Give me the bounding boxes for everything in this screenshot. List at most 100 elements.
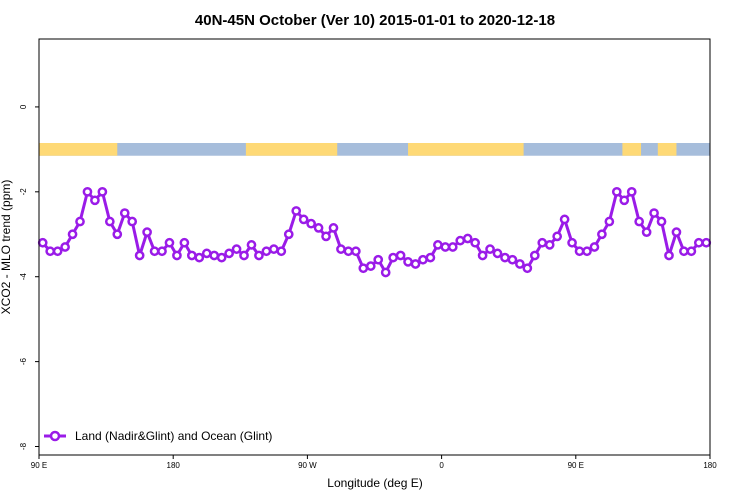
legend-marker-swatch xyxy=(49,430,61,442)
data-point xyxy=(67,229,78,240)
x-axis: 90 E 180 90 W 0 90 E 180 xyxy=(31,455,717,470)
data-point xyxy=(90,195,100,206)
legend: Land (Nadir&Glint) and Ocean (Glint) xyxy=(44,429,272,443)
data-point xyxy=(589,242,600,252)
plot-frame xyxy=(38,38,711,456)
data-point xyxy=(649,208,659,218)
data-point xyxy=(104,216,115,227)
data-point xyxy=(440,242,451,252)
data-point xyxy=(686,246,697,257)
data-point xyxy=(582,246,592,257)
y-axis-label: XCO2 - MLO trend (ppm) xyxy=(0,180,13,315)
data-point xyxy=(60,242,70,252)
data-point xyxy=(492,248,503,259)
data-point xyxy=(142,227,152,237)
data-point xyxy=(522,263,533,274)
data-point xyxy=(611,186,622,197)
data-point xyxy=(201,248,212,259)
data-point xyxy=(507,254,518,265)
data-point xyxy=(112,229,123,240)
data-point xyxy=(552,231,563,242)
data-point xyxy=(433,240,443,250)
data-point xyxy=(358,263,369,274)
data-point xyxy=(447,242,458,252)
data-point xyxy=(544,240,555,250)
data-point xyxy=(82,186,93,197)
data-point xyxy=(485,244,495,254)
y-tick-label: -4 xyxy=(19,273,28,281)
data-point xyxy=(380,267,391,278)
data-point xyxy=(604,216,615,227)
data-point xyxy=(179,237,190,248)
y-axis: 0 -2 -4 -6 -8 xyxy=(19,104,39,450)
data-point xyxy=(261,246,272,257)
data-point xyxy=(559,214,570,225)
x-tick-label: 90 E xyxy=(31,461,47,470)
data-point xyxy=(239,250,249,261)
data-point xyxy=(567,237,577,248)
y-tick-label: -8 xyxy=(19,442,28,450)
data-point xyxy=(283,229,294,240)
data-point xyxy=(224,248,234,259)
data-point xyxy=(455,235,466,246)
data-point xyxy=(373,254,384,265)
data-point xyxy=(276,246,287,257)
data-point xyxy=(298,214,309,225)
data-point xyxy=(351,246,361,257)
data-point xyxy=(127,216,138,227)
data-point xyxy=(574,246,585,257)
data-point xyxy=(75,216,85,227)
data-point xyxy=(149,246,160,257)
data-point xyxy=(97,186,108,197)
data-point xyxy=(500,252,510,263)
series-layer xyxy=(37,186,712,278)
data-point xyxy=(664,250,674,261)
data-point xyxy=(529,250,540,261)
legend-label: Land (Nadir&Glint) and Ocean (Glint) xyxy=(75,429,272,443)
data-point xyxy=(597,229,607,240)
y-tick-label: 0 xyxy=(19,104,28,109)
data-point xyxy=(254,250,264,261)
data-point xyxy=(679,246,689,257)
data-point xyxy=(477,250,488,261)
data-point xyxy=(291,206,302,216)
data-point xyxy=(641,227,652,237)
x-tick-label: 90 E xyxy=(568,461,584,470)
data-point xyxy=(231,244,242,254)
data-point xyxy=(186,250,197,261)
data-point xyxy=(395,250,406,261)
land-segment xyxy=(622,143,642,156)
data-point xyxy=(45,246,56,257)
land-segment xyxy=(245,143,338,156)
x-tick-label: 90 W xyxy=(298,461,317,470)
data-point xyxy=(634,216,645,227)
chart-title: 40N-45N October (Ver 10) 2015-01-01 to 2… xyxy=(195,12,555,29)
land-segment xyxy=(408,143,524,156)
data-point xyxy=(619,195,630,206)
data-point xyxy=(313,223,324,233)
data-point xyxy=(626,186,637,197)
data-point xyxy=(470,237,480,248)
data-point xyxy=(37,237,48,248)
data-point xyxy=(425,252,436,263)
data-point xyxy=(164,237,175,248)
data-point xyxy=(328,223,339,233)
data-point xyxy=(269,244,279,254)
x-tick-label: 0 xyxy=(439,461,444,470)
data-point xyxy=(343,246,354,257)
x-tick-label: 180 xyxy=(167,461,181,470)
data-point xyxy=(336,244,346,254)
data-point xyxy=(403,257,413,267)
land-segment xyxy=(657,143,677,156)
data-point xyxy=(365,261,376,271)
data-point xyxy=(537,237,548,248)
land-ocean-strip xyxy=(39,143,710,156)
land-segment xyxy=(39,143,118,156)
data-point xyxy=(134,250,145,261)
data-point xyxy=(209,250,220,261)
data-point xyxy=(515,259,525,269)
data-point xyxy=(701,237,712,248)
y-tick-label: -6 xyxy=(19,358,28,366)
data-point xyxy=(388,252,398,263)
